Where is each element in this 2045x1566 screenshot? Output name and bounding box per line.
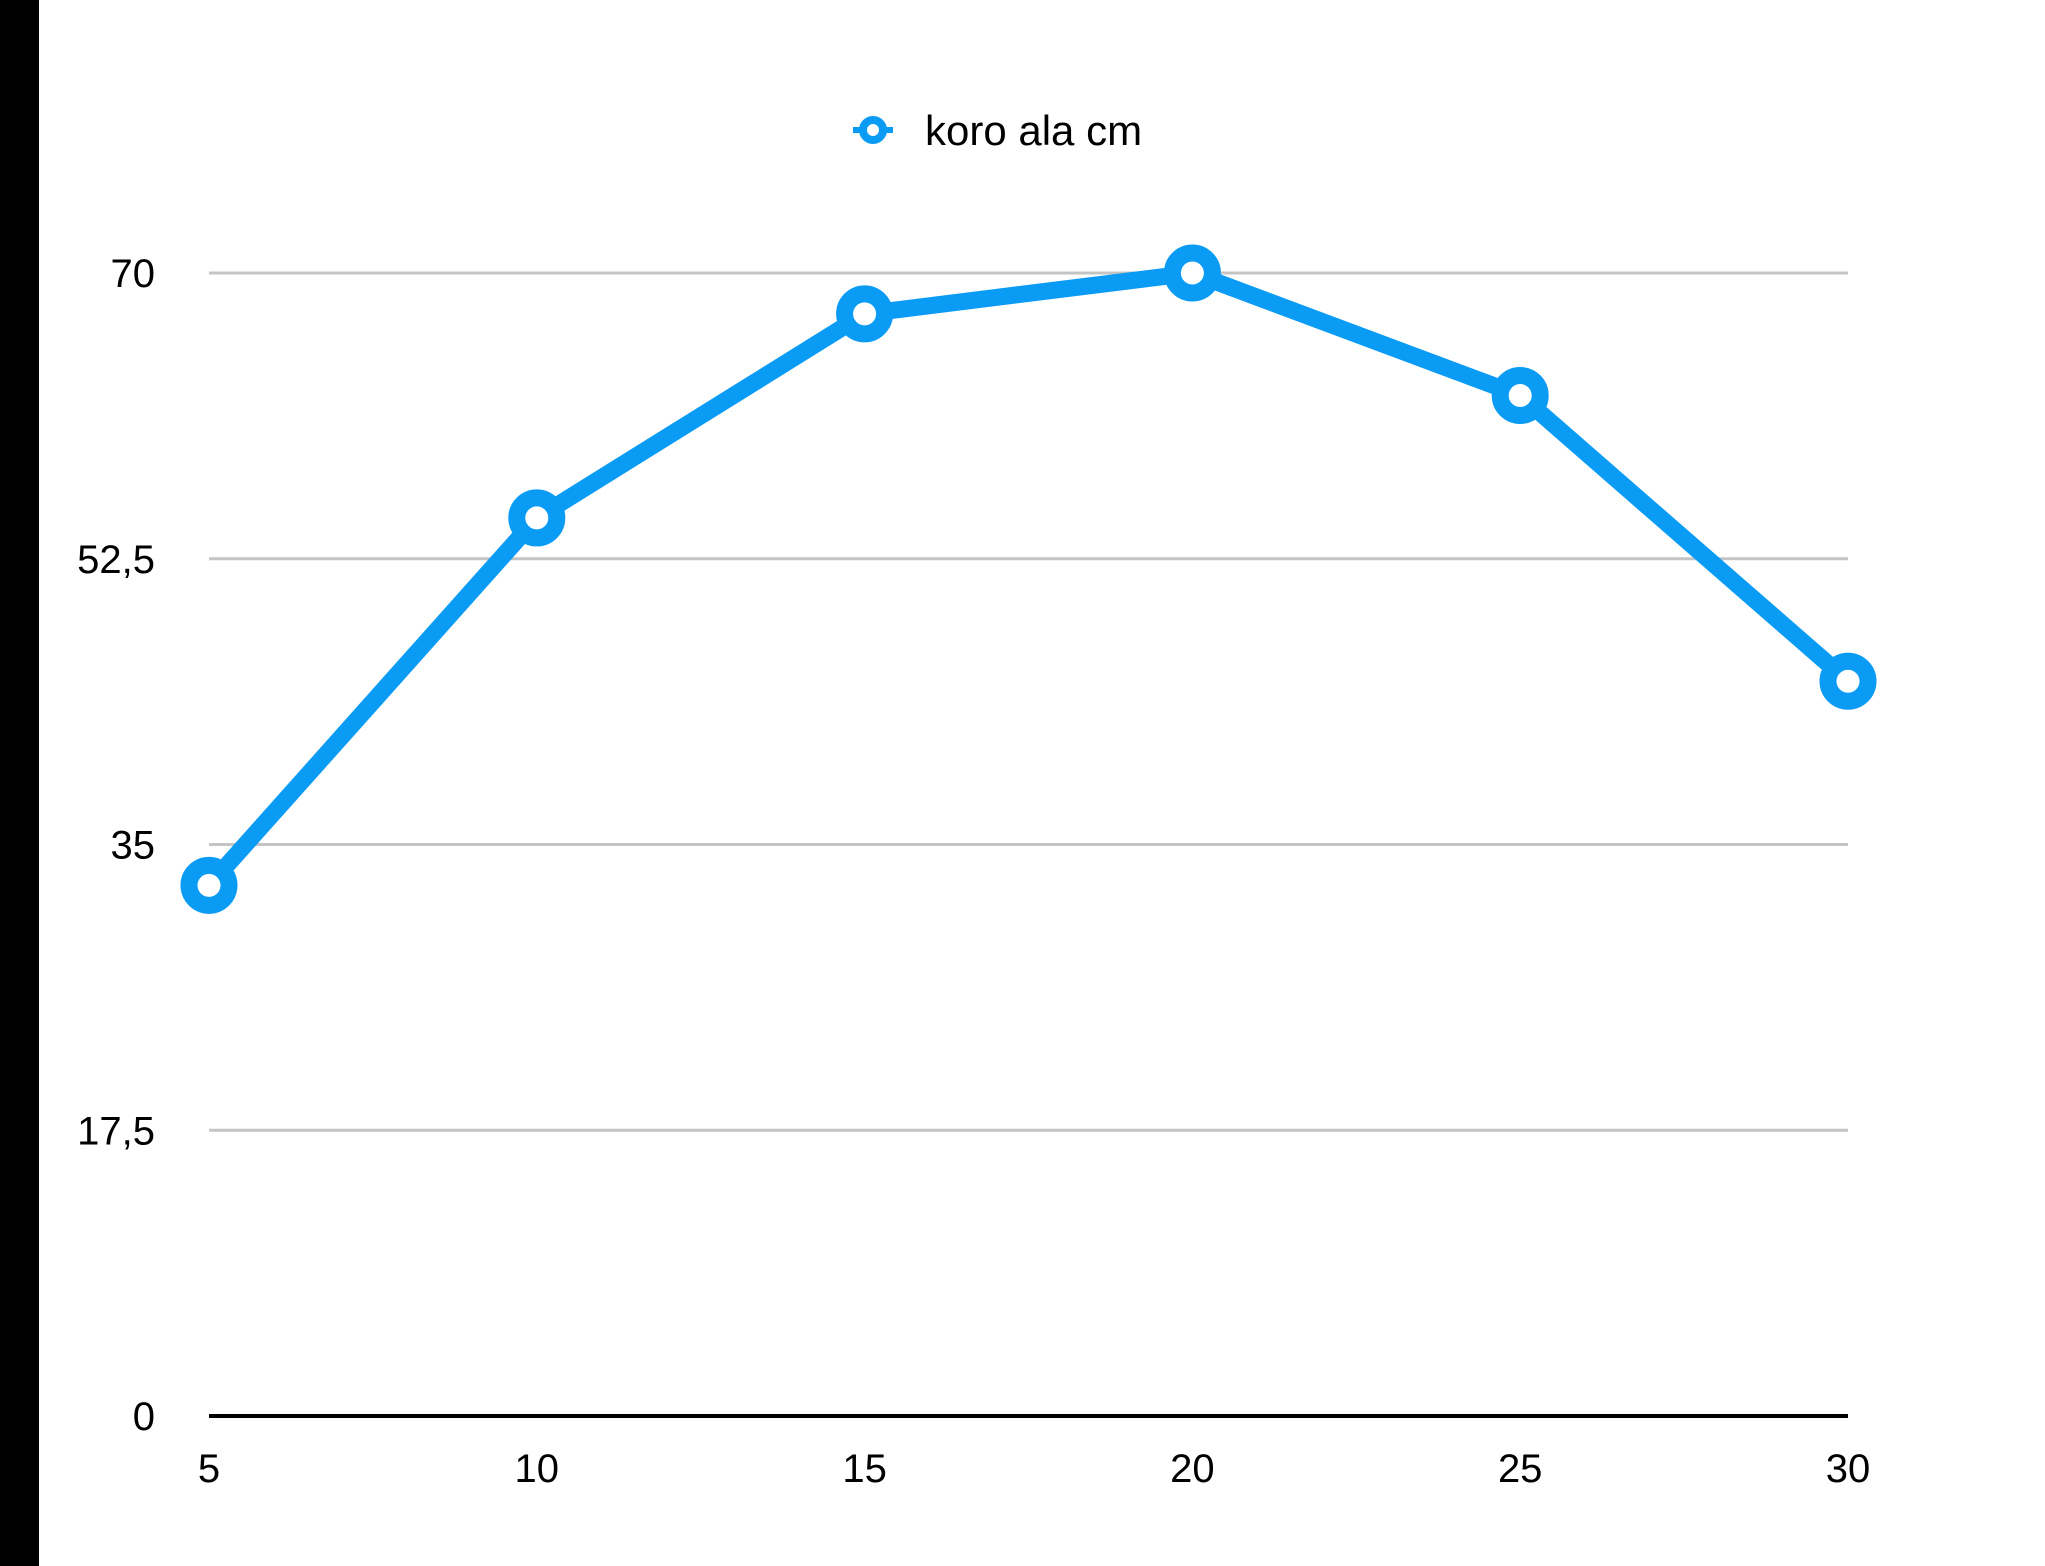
legend-marker-icon [859, 116, 887, 144]
y-tick-label: 35 [111, 824, 156, 868]
x-tick-label: 5 [198, 1447, 220, 1491]
data-point[interactable] [1163, 244, 1221, 302]
x-tick-label: 15 [842, 1447, 887, 1491]
y-tick-label: 17,5 [77, 1109, 155, 1153]
legend[interactable]: koro ala cm [853, 107, 1142, 154]
legend-label: koro ala cm [925, 107, 1142, 154]
x-tick-label: 10 [515, 1447, 560, 1491]
y-tick-label: 0 [133, 1395, 155, 1439]
x-tick-label: 20 [1170, 1447, 1215, 1491]
data-point[interactable] [1819, 652, 1877, 710]
chart-background [39, 0, 2045, 1566]
y-tick-label: 52,5 [77, 538, 155, 582]
series-group [180, 244, 1877, 914]
y-axis-tick-labels: 0 17,5 35 52,5 70 [77, 252, 155, 1439]
data-point[interactable] [1491, 366, 1549, 424]
data-point[interactable] [508, 489, 566, 547]
x-tick-label: 30 [1826, 1447, 1871, 1491]
data-point[interactable] [180, 856, 238, 914]
x-tick-label: 25 [1498, 1447, 1543, 1491]
y-tick-label: 70 [111, 252, 156, 296]
data-point[interactable] [836, 285, 894, 343]
series-line [200, 264, 1857, 894]
x-axis-tick-labels: 5 10 15 20 25 30 [198, 1447, 1870, 1491]
gridlines [209, 271, 1848, 1132]
